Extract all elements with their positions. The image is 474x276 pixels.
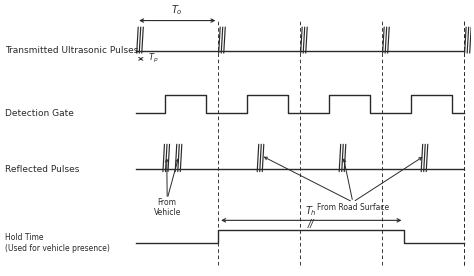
Text: //: // <box>308 219 315 229</box>
Text: Reflected Pulses: Reflected Pulses <box>5 164 79 174</box>
Text: Hold Time
(Used for vehicle presence): Hold Time (Used for vehicle presence) <box>5 233 109 253</box>
Text: Detection Gate: Detection Gate <box>5 108 73 118</box>
Text: $T_p$: $T_p$ <box>148 52 158 65</box>
Text: Transmitted Ultrasonic Pulses: Transmitted Ultrasonic Pulses <box>5 46 138 55</box>
Text: $T_h$: $T_h$ <box>305 204 317 218</box>
Text: $T_o$: $T_o$ <box>172 4 183 17</box>
Text: From Road Surface: From Road Surface <box>317 203 389 212</box>
Text: From
Vehicle: From Vehicle <box>154 198 181 217</box>
